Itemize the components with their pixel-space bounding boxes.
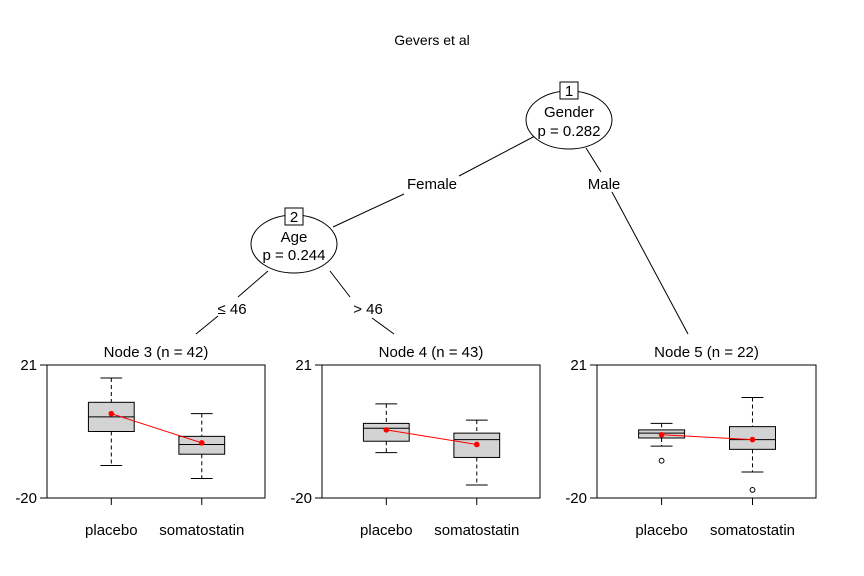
edge-root-to-male-lower xyxy=(611,191,689,335)
panel-title: Node 5 (n = 22) xyxy=(654,344,759,361)
edge-root-to-male-upper xyxy=(585,147,602,173)
mean-line xyxy=(386,429,477,445)
outlier-point xyxy=(658,457,665,464)
figure-title: Gevers et al xyxy=(394,32,469,48)
boxplot-placebo xyxy=(87,377,135,467)
boxplot-somatostatin xyxy=(728,396,776,493)
y-tick-label: -20 xyxy=(290,490,312,507)
mean-point-placebo xyxy=(108,410,115,417)
edge-label-le46: ≤ 46 xyxy=(217,301,246,318)
x-tick-label: placebo xyxy=(360,522,413,539)
x-tick-label: somatostatin xyxy=(159,522,244,539)
inner-node-id-box xyxy=(284,207,304,226)
root-node-id: 1 xyxy=(565,83,573,100)
x-tick-label: somatostatin xyxy=(434,522,519,539)
terminal-node-3: Node 3 (n = 42) 21 -20 placebo somatostatin xyxy=(15,344,266,539)
edge-age-le46-upper xyxy=(237,270,269,298)
x-tick-label: somatostatin xyxy=(710,522,795,539)
edge-label-female: Female xyxy=(407,176,457,193)
x-tick-label: placebo xyxy=(85,522,138,539)
panel-title: Node 3 (n = 42) xyxy=(104,344,209,361)
mean-point-somatostatin xyxy=(198,440,205,446)
panel-frame xyxy=(46,364,266,499)
mean-line xyxy=(111,413,202,444)
mean-point-placebo xyxy=(658,431,665,438)
root-node-id-box xyxy=(559,81,579,100)
mean-point-somatostatin xyxy=(749,436,756,443)
outlier-point xyxy=(749,486,756,493)
mean-line xyxy=(661,434,753,441)
mean-point-somatostatin xyxy=(473,441,480,448)
terminal-node-5: Node 5 (n = 22) 21 -20 placebo somatostatin xyxy=(565,344,817,539)
root-node-pvalue: p = 0.282 xyxy=(538,123,601,140)
root-node: 1 Gender p = 0.282 xyxy=(525,81,613,150)
inner-node-pvalue: p = 0.244 xyxy=(263,247,326,264)
inner-node-id: 2 xyxy=(290,209,298,226)
inner-node-age: 2 Age p = 0.244 xyxy=(250,207,338,274)
root-node-variable: Gender xyxy=(544,104,594,121)
panel-frame xyxy=(596,364,817,499)
y-tick-label: 21 xyxy=(20,357,37,374)
boxplot-somatostatin xyxy=(178,413,226,480)
inner-node-variable: Age xyxy=(281,229,308,246)
edge-root-to-female-upper xyxy=(458,135,536,177)
y-tick-label: 21 xyxy=(570,357,587,374)
mean-point-placebo xyxy=(383,427,390,433)
edge-age-le46-lower xyxy=(195,315,219,335)
edge-label-male: Male xyxy=(588,176,621,193)
y-tick-label: 21 xyxy=(295,357,312,374)
edge-label-gt46: > 46 xyxy=(353,301,383,318)
edge-root-to-female-lower xyxy=(332,193,405,228)
boxplot-somatostatin xyxy=(453,419,501,486)
y-tick-label: -20 xyxy=(15,490,37,507)
edge-age-gt46-lower xyxy=(371,317,395,335)
tree-edges xyxy=(195,135,689,335)
edge-age-gt46-upper xyxy=(329,270,351,298)
panel-title: Node 4 (n = 43) xyxy=(379,344,484,361)
panel-frame xyxy=(321,364,541,499)
terminal-node-4: Node 4 (n = 43) 21 -20 placebo somatostatin xyxy=(290,344,541,539)
boxplot-placebo xyxy=(638,422,686,464)
x-tick-label: placebo xyxy=(635,522,688,539)
y-tick-label: -20 xyxy=(565,490,587,507)
